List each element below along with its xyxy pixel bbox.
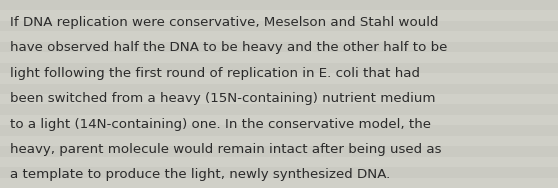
Text: been switched from a heavy (15N-containing) nutrient medium: been switched from a heavy (15N-containi… bbox=[10, 92, 436, 105]
Text: a template to produce the light, newly synthesized DNA.: a template to produce the light, newly s… bbox=[10, 168, 391, 181]
FancyBboxPatch shape bbox=[0, 42, 558, 52]
FancyBboxPatch shape bbox=[0, 115, 558, 125]
FancyBboxPatch shape bbox=[0, 167, 558, 177]
Text: If DNA replication were conservative, Meselson and Stahl would: If DNA replication were conservative, Me… bbox=[10, 16, 439, 29]
Text: to a light (14N-containing) one. In the conservative model, the: to a light (14N-containing) one. In the … bbox=[10, 118, 431, 131]
FancyBboxPatch shape bbox=[0, 125, 558, 136]
FancyBboxPatch shape bbox=[0, 146, 558, 157]
Text: light following the first round of replication in E. coli that had: light following the first round of repli… bbox=[10, 67, 420, 80]
FancyBboxPatch shape bbox=[0, 0, 558, 11]
FancyBboxPatch shape bbox=[0, 157, 558, 167]
FancyBboxPatch shape bbox=[0, 31, 558, 42]
FancyBboxPatch shape bbox=[0, 94, 558, 105]
FancyBboxPatch shape bbox=[0, 177, 558, 188]
FancyBboxPatch shape bbox=[0, 63, 558, 73]
FancyBboxPatch shape bbox=[0, 136, 558, 146]
FancyBboxPatch shape bbox=[0, 52, 558, 63]
FancyBboxPatch shape bbox=[0, 73, 558, 83]
Text: have observed half the DNA to be heavy and the other half to be: have observed half the DNA to be heavy a… bbox=[10, 41, 448, 55]
Text: heavy, parent molecule would remain intact after being used as: heavy, parent molecule would remain inta… bbox=[10, 143, 441, 156]
FancyBboxPatch shape bbox=[0, 83, 558, 94]
FancyBboxPatch shape bbox=[0, 21, 558, 31]
FancyBboxPatch shape bbox=[0, 11, 558, 21]
FancyBboxPatch shape bbox=[0, 105, 558, 115]
